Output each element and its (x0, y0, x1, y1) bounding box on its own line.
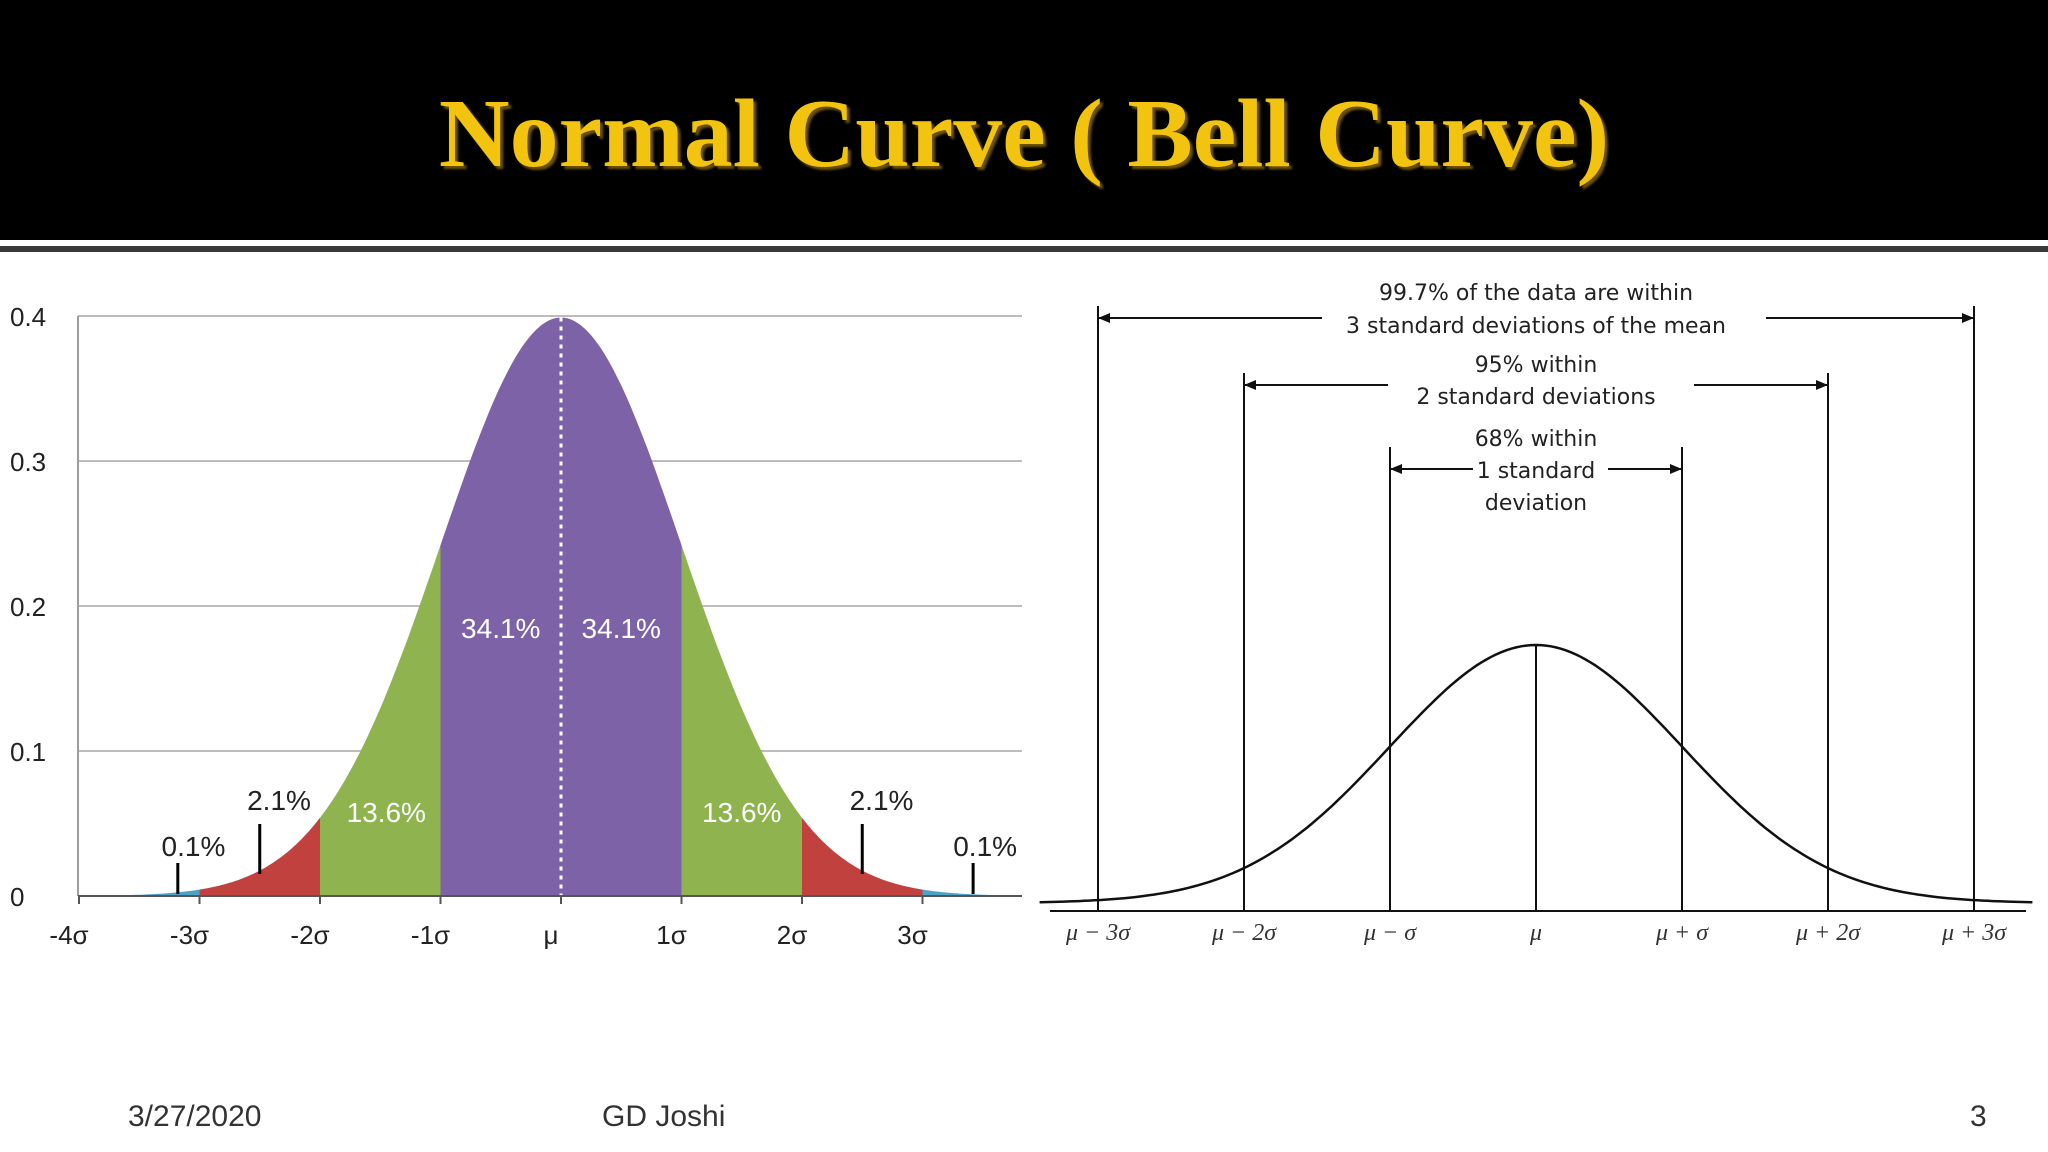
x-tick-label: 1σ (656, 920, 687, 950)
band-7 (922, 889, 1019, 896)
y-tick-label: 0.1 (10, 737, 46, 767)
band-0 (79, 889, 200, 896)
x-tick-label: μ + σ (1655, 920, 1709, 946)
band-label: 2.1% (850, 785, 914, 816)
x-tick-label: μ + 3σ (1941, 920, 2007, 946)
arrow-head (1670, 464, 1682, 474)
bell-curve-line (1039, 643, 2033, 904)
arrow-head (1244, 380, 1256, 390)
y-tick-label: 0 (10, 882, 24, 912)
arrow-head (1816, 380, 1828, 390)
footer-date: 3/27/2020 (128, 1100, 262, 1133)
slide-title: Normal Curve ( Bell Curve) (438, 80, 1610, 188)
x-tick-label: -2σ (290, 920, 329, 950)
band-2 (320, 545, 441, 896)
band-label: 34.1% (582, 613, 661, 644)
y-tick-label: 0.4 (10, 302, 46, 332)
band-label: 13.6% (347, 797, 426, 828)
annotation-text: 68% within (1475, 427, 1598, 452)
band-4 (561, 317, 682, 896)
annotation-text: 3 standard deviations of the mean (1346, 314, 1726, 339)
x-tick-label: μ (544, 920, 559, 950)
annotation-text: 99.7% of the data are within (1379, 281, 1693, 306)
x-tick-label: μ − σ (1363, 920, 1417, 946)
x-tick-label: μ + 2σ (1795, 920, 1861, 946)
x-tick-label: -1σ (411, 920, 450, 950)
footer-author: GD Joshi (602, 1100, 726, 1133)
x-tick-label: 3σ (897, 920, 928, 950)
title-divider-shadow (0, 246, 2048, 252)
band-label: 34.1% (461, 613, 540, 644)
band-label: 2.1% (247, 785, 311, 816)
right-bell-curve-chart: μ − 3σ μ − 2σ μ − σ μ μ + σ μ + 2σ μ + 3σ 99.7%… (1039, 281, 2033, 946)
left-normal-curve-chart: 0 0.1 0.2 0.3 0.4 -4σ -3σ -2σ -1σ μ 1σ 2σ 3σ 34.1% 34.… (10, 302, 1022, 950)
band-label: 0.1% (162, 831, 226, 862)
band-label: 13.6% (702, 797, 781, 828)
x-tick-label: -3σ (170, 920, 209, 950)
band-5 (681, 545, 802, 896)
x-tick-label: μ − 3σ (1065, 920, 1131, 946)
annotation-text: deviation (1485, 491, 1587, 516)
band-label: 0.1% (953, 831, 1017, 862)
x-tick-label: μ − 2σ (1211, 920, 1277, 946)
x-tick-label: 2σ (777, 920, 808, 950)
x-tick-label: -4σ (49, 920, 88, 950)
band-6 (802, 817, 923, 896)
annotation-text: 2 standard deviations (1416, 385, 1655, 410)
y-tick-label: 0.2 (10, 592, 46, 622)
x-tick-label: μ (1529, 920, 1542, 946)
page-number: 3 (1970, 1100, 1987, 1133)
title-divider (0, 240, 2048, 246)
arrow-head (1098, 313, 1110, 323)
arrow-head (1962, 313, 1974, 323)
band-3 (440, 317, 561, 896)
title-bar (0, 0, 2048, 240)
annotation-text: 95% within (1475, 353, 1598, 378)
y-tick-label: 0.3 (10, 447, 46, 477)
annotation-text: 1 standard (1477, 459, 1596, 484)
arrow-head (1390, 464, 1402, 474)
band-1 (199, 817, 320, 896)
